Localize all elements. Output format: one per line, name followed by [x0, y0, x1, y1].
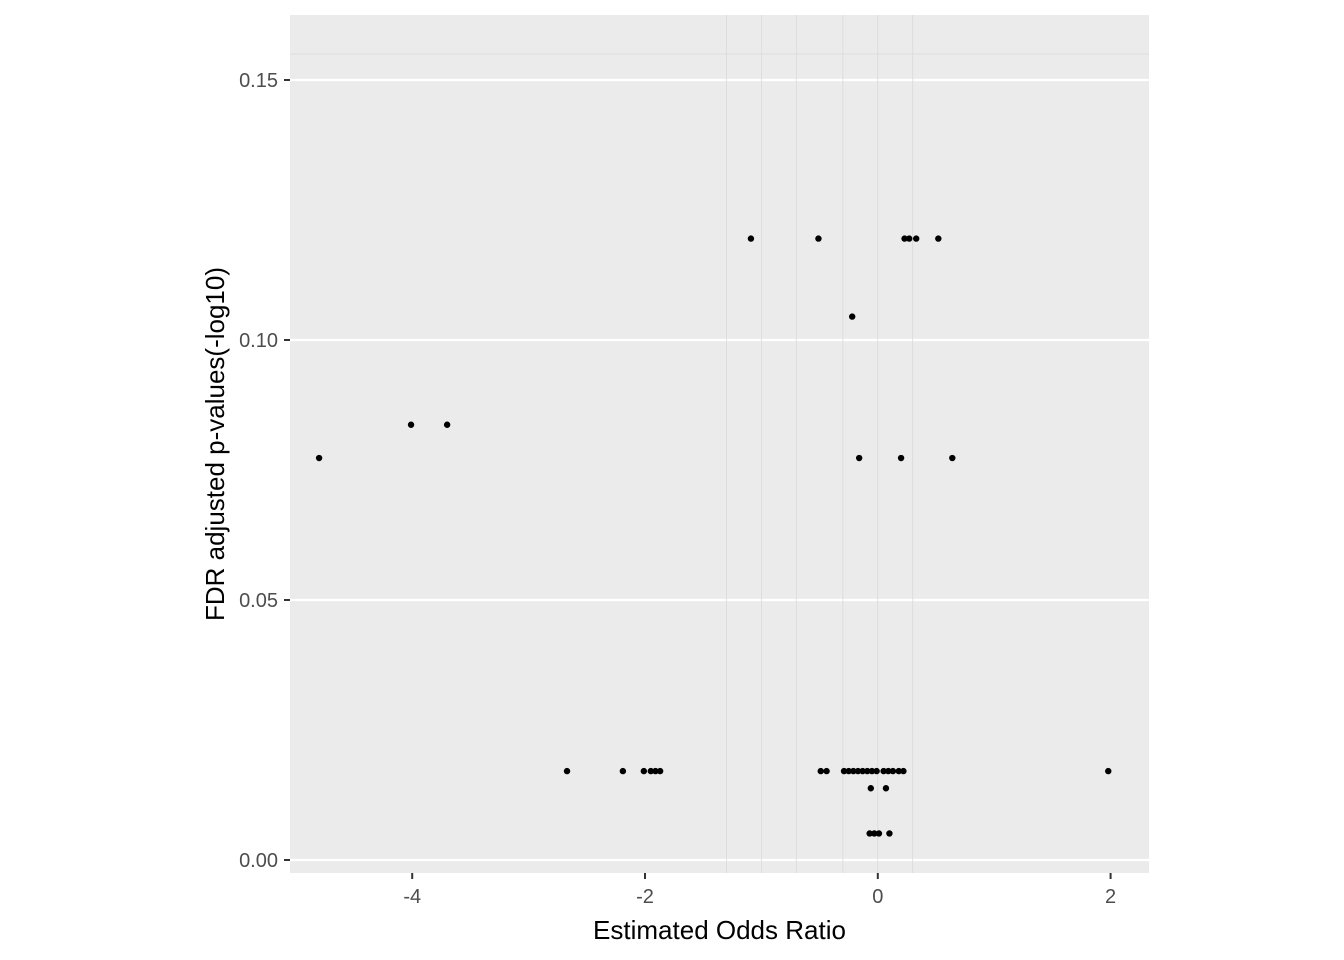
data-point: [866, 830, 873, 837]
x-tick-label: -2: [636, 886, 654, 908]
data-point: [840, 767, 848, 775]
data-point: [897, 454, 905, 462]
data-point: [850, 767, 857, 775]
data-point: [656, 767, 664, 775]
data-point: [864, 767, 871, 775]
data-point: [875, 830, 883, 837]
data-point: [315, 454, 323, 462]
data-point: [880, 767, 887, 775]
data-point: [889, 767, 897, 775]
y-tick-label: 0.05: [239, 590, 278, 612]
data-point: [845, 767, 852, 775]
data-point: [823, 767, 830, 775]
data-point: [1105, 767, 1112, 775]
data-point: [563, 767, 571, 775]
data-point: [885, 767, 892, 775]
data-point: [886, 830, 893, 837]
data-point: [854, 767, 862, 775]
grid-lines: [290, 78, 1149, 862]
data-point: [855, 454, 863, 462]
y-tick-label: 0.00: [239, 850, 278, 872]
data-point: [935, 235, 942, 242]
data-point: [619, 767, 627, 775]
x-tick-label: -4: [403, 886, 421, 908]
data-point: [815, 235, 822, 242]
y-axis-title: FDR adjusted p-values(-log10): [200, 267, 230, 621]
x-axis-title: Estimated Odds Ratio: [593, 915, 846, 945]
x-tick-label: 0: [872, 886, 883, 908]
data-point: [906, 235, 913, 242]
data-point: [873, 767, 880, 775]
data-point: [867, 785, 875, 792]
x-axis: -4 -2 0 2: [403, 873, 1116, 908]
data-point: [407, 421, 415, 428]
y-axis: 0.00 0.05 0.10 0.15: [239, 70, 290, 872]
data-point: [900, 767, 907, 775]
data-point: [848, 313, 856, 320]
x-tick-label: 2: [1105, 886, 1116, 908]
data-point: [640, 767, 648, 775]
data-point: [871, 830, 878, 837]
data-point: [901, 235, 908, 242]
plot-panel: [290, 15, 1149, 873]
data-point: [895, 767, 902, 775]
data-point: [913, 235, 920, 242]
data-point: [652, 767, 659, 775]
data-point: [949, 454, 956, 462]
data-point: [882, 785, 890, 792]
data-point: [817, 767, 824, 775]
reference-lines: [290, 15, 1149, 873]
y-tick-label: 0.15: [239, 70, 278, 92]
data-points: [315, 235, 1112, 837]
data-point: [859, 767, 866, 775]
data-point: [443, 421, 451, 428]
data-point: [868, 767, 876, 775]
data-point: [747, 235, 755, 242]
data-point: [647, 767, 655, 775]
y-tick-label: 0.10: [239, 330, 278, 352]
